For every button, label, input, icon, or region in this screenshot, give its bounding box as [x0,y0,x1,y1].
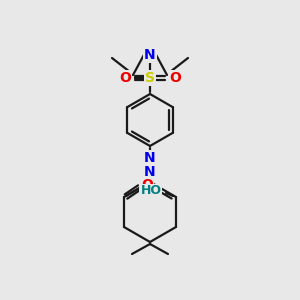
Text: N: N [144,165,156,179]
Text: O: O [169,71,181,85]
Text: N: N [144,151,156,165]
Text: N: N [144,48,156,62]
Text: S: S [145,71,155,85]
Text: O: O [141,178,153,192]
Text: O: O [119,71,131,85]
Text: HO: HO [140,184,161,197]
